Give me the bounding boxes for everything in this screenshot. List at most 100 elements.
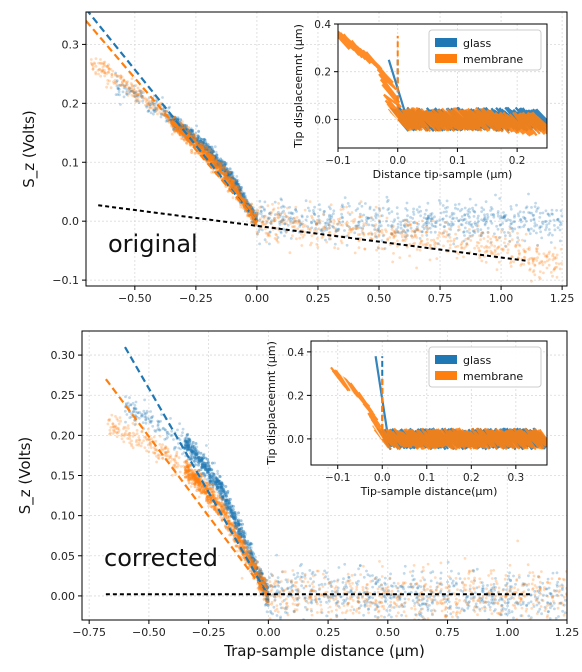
data-point [211, 155, 215, 159]
data-point [235, 175, 239, 178]
data-point [205, 147, 209, 150]
data-point [296, 227, 300, 231]
data-point [302, 623, 305, 626]
data-point [324, 224, 327, 228]
data-point [289, 237, 293, 240]
data-point [557, 262, 561, 266]
data-point [403, 230, 407, 234]
data-point [134, 100, 138, 104]
data-point [451, 615, 454, 619]
data-point [289, 211, 293, 215]
data-point [424, 225, 428, 229]
data-point [447, 600, 451, 604]
data-point [451, 217, 454, 221]
data-point [383, 247, 387, 250]
data-point [216, 161, 220, 165]
data-point [248, 207, 252, 211]
data-point [231, 184, 235, 188]
data-point [427, 216, 431, 220]
data-point [124, 420, 127, 424]
data-point [173, 117, 177, 121]
data-point [546, 610, 550, 614]
data-point [353, 573, 357, 577]
data-point [207, 150, 211, 153]
y-tick-label: 0.0 [62, 215, 80, 228]
data-point [293, 599, 296, 602]
data-point [179, 118, 183, 122]
data-point [293, 225, 297, 228]
data-point [257, 230, 261, 234]
data-point [222, 160, 226, 164]
data-point [122, 440, 126, 444]
data-point [110, 413, 114, 417]
data-point [477, 241, 481, 245]
data-point [376, 213, 380, 217]
data-point [202, 145, 206, 149]
data-point [480, 244, 483, 248]
data-point [288, 220, 292, 223]
data-point [504, 244, 507, 248]
data-point [145, 105, 149, 109]
data-point [116, 93, 120, 96]
data-point [188, 129, 192, 133]
data-point [223, 168, 226, 172]
data-point [389, 572, 392, 576]
data-point [362, 592, 366, 596]
data-point [328, 223, 331, 227]
data-point [509, 207, 513, 211]
data-point [266, 216, 270, 220]
data-point [165, 110, 168, 113]
data-point [143, 415, 147, 419]
data-point [205, 146, 209, 150]
data-point [546, 212, 550, 216]
data-point [509, 579, 512, 583]
data-point [169, 118, 173, 122]
data-point [308, 569, 312, 572]
data-point [553, 246, 557, 250]
data-point [446, 596, 450, 600]
data-point [375, 248, 378, 252]
data-point [376, 245, 380, 249]
data-point [491, 252, 495, 256]
data-point [128, 396, 131, 399]
data-point [246, 543, 250, 547]
data-point [535, 599, 538, 603]
data-point [381, 234, 385, 238]
data-point [219, 161, 223, 165]
data-point [132, 406, 136, 410]
data-point [361, 588, 365, 592]
data-point [460, 223, 464, 227]
data-point [272, 217, 276, 220]
data-point [408, 570, 412, 574]
data-point [223, 163, 226, 167]
data-point [430, 612, 434, 615]
data-point [308, 584, 312, 588]
data-point [220, 165, 224, 169]
data-point [492, 600, 496, 604]
data-point [555, 209, 558, 212]
data-point [383, 581, 387, 585]
data-point [213, 159, 217, 163]
data-point [312, 209, 315, 212]
data-point [484, 596, 488, 600]
data-point [214, 475, 218, 479]
data-point [439, 561, 443, 565]
data-point [283, 220, 286, 223]
data-point [494, 594, 498, 598]
data-point [442, 235, 445, 238]
data-point [217, 164, 221, 168]
data-point [367, 223, 371, 227]
data-point [513, 227, 517, 231]
data-point [369, 216, 373, 220]
data-point [190, 444, 194, 448]
data-point [192, 133, 196, 137]
data-point [446, 239, 450, 243]
data-point [400, 613, 403, 617]
data-point [464, 237, 468, 241]
data-point [341, 220, 345, 224]
data-point [319, 621, 322, 624]
data-point [396, 225, 400, 229]
data-point [116, 419, 120, 422]
data-point [366, 608, 370, 611]
data-point [391, 585, 394, 588]
